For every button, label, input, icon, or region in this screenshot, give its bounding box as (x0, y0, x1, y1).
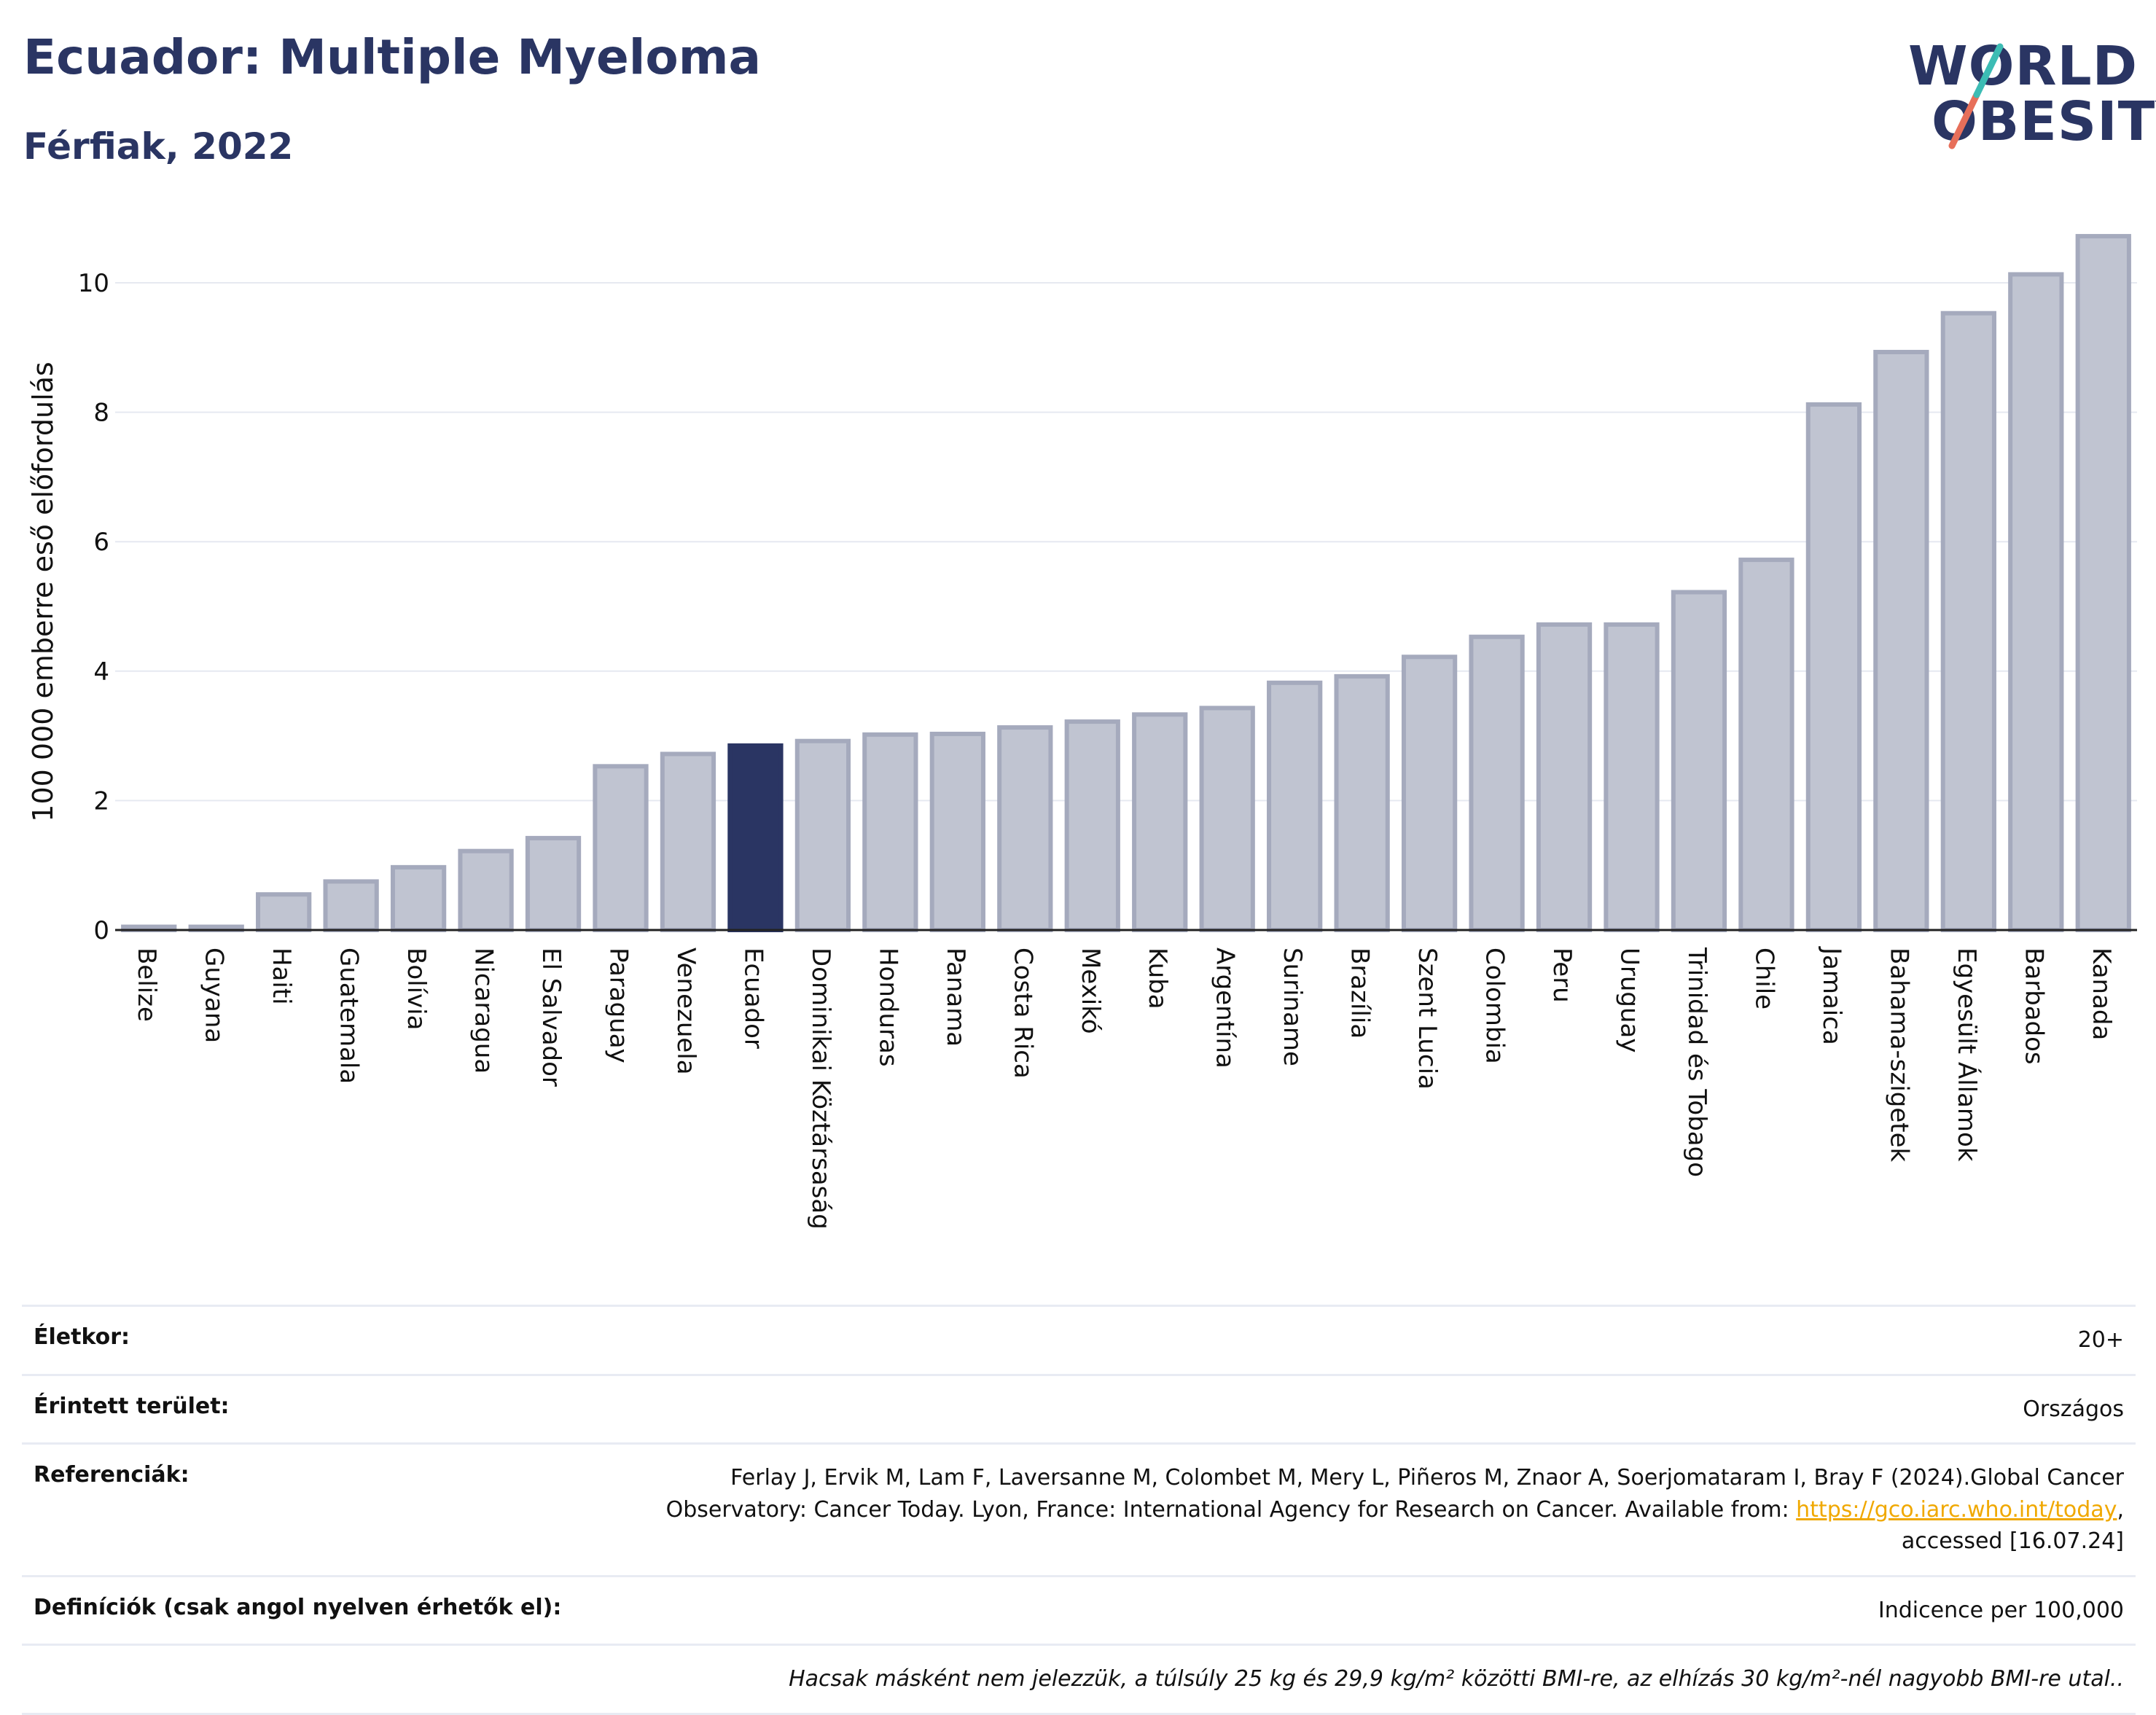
y-tick-label: 6 (93, 528, 109, 557)
x-tick-label: Trinidad és Tobago (1682, 947, 1711, 1177)
x-tick-label: Egyesült Államok (1952, 948, 1982, 1162)
info-row-age: Életkor: 20+ (22, 1305, 2136, 1374)
bar-egyesült-államok (1940, 310, 1996, 932)
x-tick-label: Uruguay (1615, 948, 1644, 1053)
bar-trinidad-és-tobago (1671, 590, 1727, 932)
x-tick-label: Nicaragua (469, 948, 499, 1074)
bar-dominikai-köztársaság (794, 738, 851, 932)
x-tick-label: Suriname (1278, 948, 1307, 1066)
bar-honduras (862, 732, 918, 932)
bar-brazília (1334, 673, 1390, 932)
bmi-note: Hacsak másként nem jelezzük, a túlsúly 2… (789, 1666, 2124, 1692)
x-tick-label: Dominikai Köztársaság (806, 948, 835, 1230)
info-row-area: Érintett terület: Országos (22, 1373, 2136, 1443)
logo-line1: WORLD (1908, 35, 2139, 98)
x-tick-label: Brazília (1345, 948, 1375, 1039)
area-value: Országos (2023, 1396, 2124, 1422)
reference-text-4: accessed [16.07.24] (1901, 1528, 2124, 1554)
bar-bolívia (390, 864, 447, 933)
x-tick-label: Guatemala (335, 948, 364, 1084)
info-table: Életkor: 20+ Érintett terület: Országos … (22, 1305, 2136, 1715)
info-row-references: Referenciák: Ferlay J, Ervik M, Lam F, L… (22, 1442, 2136, 1575)
y-axis-label: 100 000 emberre eső előfordulás (27, 362, 59, 821)
x-tick-label: Colombia (1480, 948, 1509, 1064)
y-tick-label: 8 (93, 399, 109, 428)
bar-kanada (2075, 234, 2131, 932)
bar-nicaragua (458, 848, 514, 932)
bar-barbados (2008, 272, 2064, 932)
x-tick-label: Mexikó (1076, 948, 1105, 1034)
bar-colombia (1469, 634, 1525, 933)
bar-ecuador (727, 743, 784, 932)
bar-uruguay (1604, 622, 1660, 932)
bar-mexikó (1064, 719, 1120, 933)
bar-venezuela (660, 751, 716, 932)
x-tick-label: Barbados (2019, 948, 2048, 1065)
x-tick-label: Argentína (1211, 948, 1240, 1069)
reference-link[interactable]: https://gco.iarc.who.int/today (1796, 1496, 2117, 1523)
bar-jamaica (1805, 402, 1862, 932)
definitions-value: Indicence per 100,000 (1878, 1597, 2124, 1623)
bar-costa-rica (997, 725, 1053, 933)
x-tick-label: El Salvador (536, 948, 566, 1087)
x-tick-label: Bolívia (402, 948, 431, 1030)
y-tick-label: 2 (93, 786, 109, 816)
bar-guatemala (323, 879, 379, 933)
area-label: Érintett terület: (34, 1393, 230, 1419)
logo-slash-icon (1948, 43, 2004, 149)
bars (121, 234, 2131, 933)
x-tick-label: Haiti (267, 948, 296, 1005)
x-tick-label: Guyana (200, 948, 229, 1043)
age-label: Életkor: (34, 1324, 130, 1350)
chart-subtitle: Férfiak, 2022 (23, 125, 294, 168)
reference-text-1: Ferlay J, Ervik M, Lam F, Laversanne M, … (730, 1465, 2124, 1491)
x-tick-label: Belize (132, 948, 161, 1022)
x-tick-label: Panama (941, 948, 970, 1047)
bar-peru (1536, 622, 1593, 932)
grid-lines (115, 282, 2137, 802)
bar-chart: 0 2 4 6 8 10 Belize Guyana Haiti Guatemala Bolívi… (27, 234, 2137, 1230)
x-tick-label: Costa Rica (1008, 948, 1037, 1079)
x-tick-label: Paraguay (604, 948, 633, 1063)
definitions-label: Definíciók (csak angol nyelven érhetők e… (34, 1594, 562, 1620)
y-tick-labels: 0 2 4 6 8 10 (78, 269, 109, 945)
y-tick-label: 0 (93, 916, 109, 945)
world-obesity-logo: WORLD OBESITY (1902, 22, 2156, 153)
x-tick-label: Honduras (873, 948, 902, 1067)
bar-suriname (1267, 680, 1323, 932)
bar-el-salvador (525, 835, 582, 933)
info-row-definitions: Definíciók (csak angol nyelven érhetők e… (22, 1574, 2136, 1644)
y-tick-label: 4 (93, 657, 109, 687)
bar-szent-lucia (1401, 655, 1458, 932)
x-tick-label: Ecuador (738, 948, 768, 1049)
age-value: 20+ (2077, 1327, 2124, 1353)
x-tick-label: Peru (1547, 948, 1577, 1003)
reference-text-2: Observatory: Cancer Today. Lyon, France:… (665, 1496, 1797, 1523)
x-tick-label: Bahama-szigetek (1884, 948, 1913, 1163)
x-tick-label: Venezuela (671, 948, 700, 1075)
bar-chile (1738, 558, 1794, 933)
bar-argentína (1199, 706, 1255, 933)
references-value: Ferlay J, Ervik M, Lam F, Laversanne M, … (666, 1462, 2124, 1558)
y-tick-label: 10 (78, 269, 109, 298)
x-tick-label: Kanada (2087, 948, 2116, 1040)
x-tick-labels: Belize Guyana Haiti Guatemala Bolívia Nicarag… (132, 946, 2116, 1230)
bar-panama (929, 731, 985, 932)
x-tick-label: Kuba (1143, 948, 1172, 1009)
references-label: Referenciák: (34, 1462, 190, 1488)
bar-haiti (256, 892, 312, 933)
bar-kuba (1132, 712, 1188, 933)
x-tick-label: Jamaica (1817, 946, 1846, 1045)
chart-title: Ecuador: Multiple Myeloma (23, 29, 762, 85)
bar-bahama-szigetek (1873, 350, 1929, 932)
x-tick-label: Chile (1749, 948, 1778, 1009)
x-tick-label: Szent Lucia (1413, 948, 1442, 1090)
bar-paraguay (593, 764, 649, 933)
reference-text-3: , (2117, 1496, 2124, 1523)
